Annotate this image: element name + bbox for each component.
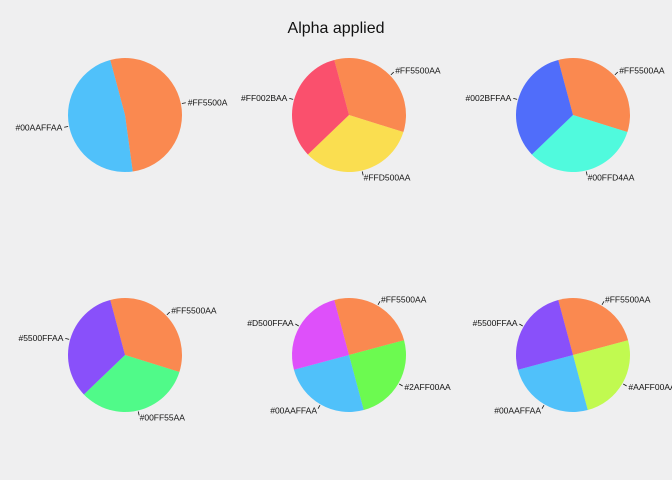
label-leader [137,411,140,416]
pie-slice [516,59,573,155]
slice-label: #00AAFFAA [15,123,62,133]
pie-slice [110,297,183,373]
pie-slice [334,297,405,355]
label-leader [289,97,294,100]
pie-chart-3: #FF5500AA #00FFD4AA #002BFFAA [466,57,665,182]
slice-label: #FF5500AA [171,306,217,316]
label-leader [181,102,186,104]
pie-slice [531,115,628,172]
pie-slice [558,297,629,355]
pie-slice [573,340,631,411]
slice-label: #00AAFFAA [270,405,317,415]
pie-slice [291,299,349,370]
pie-chart-5: #FF5500AA #2AFF00AA #00AAFFAA #D500FFAA [247,295,451,416]
pie-slice [517,355,588,413]
slice-label: #2AFF00AA [404,382,451,392]
label-leader [399,383,403,387]
label-leader [614,71,619,76]
label-leader [519,323,523,327]
pie-slice [83,355,180,412]
slice-label: #D500FFAA [247,318,294,328]
label-leader [166,311,171,316]
pie-slice [110,57,183,172]
pie-slice [334,57,407,133]
label-leader [64,126,69,128]
label-leader [295,323,299,327]
pie-slice [68,299,125,395]
label-leader [513,97,518,100]
pie-slice [307,115,404,172]
chart-title: Alpha applied [287,20,385,37]
slice-label: #FF5500AA [395,66,441,76]
slice-label: #FF5500A [188,97,228,107]
pie-slice [292,59,349,155]
pie-chart-2: #FF5500AA #FFD500AA #FF002BAA [241,57,441,182]
slice-label: #FF002BAA [241,93,288,103]
label-leader [601,301,605,305]
slice-label: #FF5500AA [381,295,427,305]
pie-chart-4: #FF5500AA #00FF55AA #5500FFAA [18,297,217,422]
pie-slice [558,57,631,133]
slice-label: #FF5500AA [605,295,651,305]
label-leader [390,71,395,76]
slice-label: #5500FFAA [473,318,518,328]
slice-label: #5500FFAA [18,333,63,343]
slice-label: #002BFFAA [466,93,512,103]
pie-slice [515,299,573,370]
label-leader [361,171,364,176]
label-leader [585,171,588,176]
label-leader [623,383,627,387]
pie-slice [68,59,133,172]
pie-slice [293,355,364,413]
label-leader [377,301,381,305]
slice-label: #AAFF00AA [628,382,672,392]
pie-chart-1: #FF5500A #00AAFFAA [15,57,228,172]
slice-label: #00AAFFAA [494,405,541,415]
label-leader [541,405,545,409]
slice-label: #00FFD4AA [588,172,635,182]
label-leader [65,337,70,340]
pie-chart-6: #FF5500AA #AAFF00AA #00AAFFAA #5500FFAA [473,295,672,416]
pie-slice [349,340,407,411]
slice-label: #FFD500AA [364,172,411,182]
label-leader [317,405,321,409]
slice-label: #FF5500AA [619,66,665,76]
slice-label: #00FF55AA [140,412,186,422]
